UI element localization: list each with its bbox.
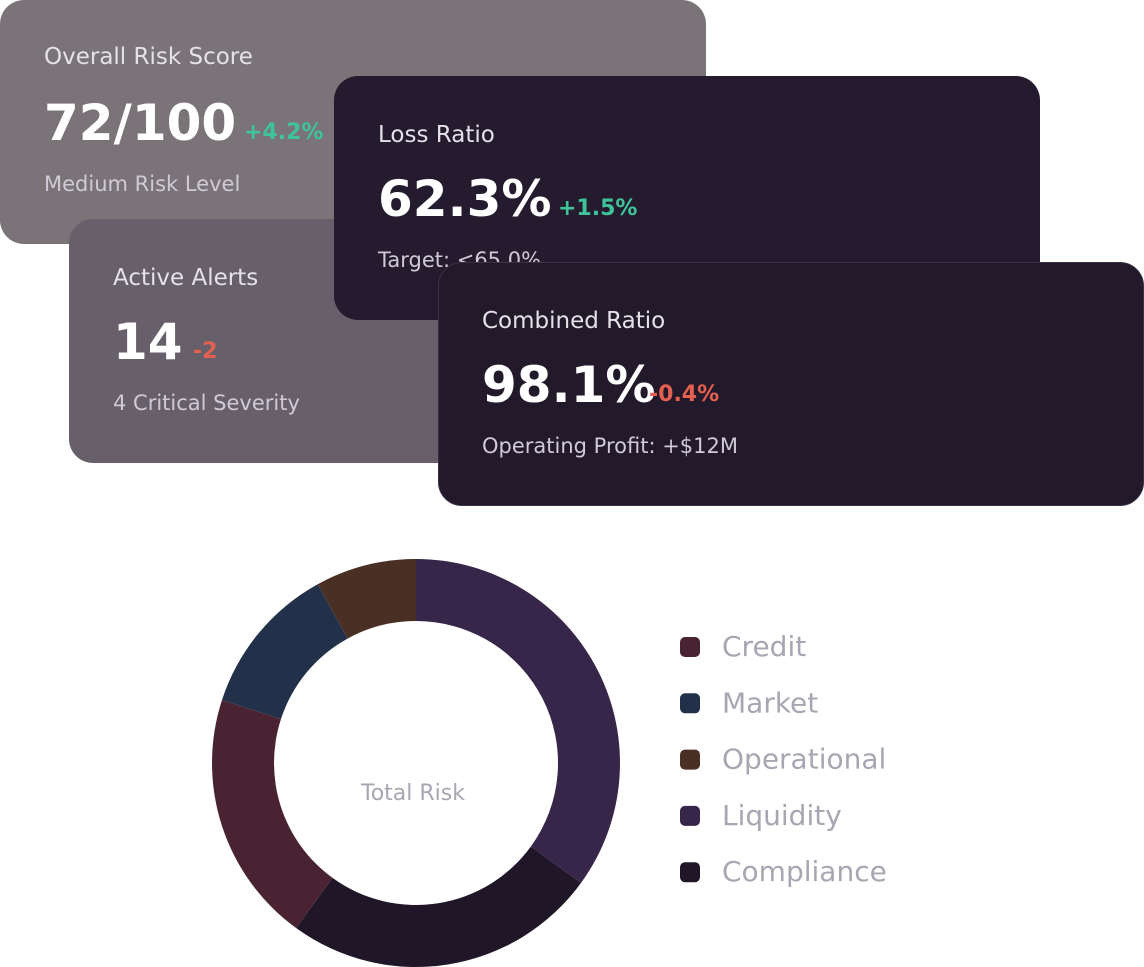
card-title: Loss Ratio: [378, 122, 495, 148]
legend-label: Operational: [722, 743, 886, 776]
donut-segment: [296, 846, 582, 967]
card-change: -2: [193, 339, 218, 364]
card-note: Medium Risk Level: [44, 172, 241, 196]
legend-swatch: [680, 805, 700, 826]
legend-swatch: [680, 693, 700, 714]
card-note: Operating Profit: +$12M: [482, 434, 738, 458]
legend-label: Compliance: [722, 855, 887, 888]
card-value: 14: [113, 313, 183, 371]
card-title: Active Alerts: [113, 265, 259, 291]
donut-segment: [416, 559, 621, 883]
combined-ratio-card: Combined Ratio 98.1% -0.4% Operating Pro…: [438, 262, 1144, 506]
donut-segment: [317, 559, 416, 639]
donut-segment: [211, 699, 333, 929]
center-label: Total Risk: [360, 781, 465, 806]
card-value: 72/100: [44, 94, 237, 152]
card-value: 62.3%: [378, 170, 552, 228]
legend-label: Liquidity: [722, 799, 842, 832]
card-change: +1.5%: [558, 196, 638, 221]
card-note: 4 Critical Severity: [113, 391, 300, 415]
card-change: -0.4%: [649, 382, 720, 407]
alerts-card: Active Alerts 14 -2 4 Critical Severity: [69, 219, 481, 463]
legend-swatch: [680, 637, 700, 657]
card-title: Overall Risk Score: [44, 44, 253, 70]
legend-label: Market: [722, 686, 818, 719]
legend-label: Credit: [722, 630, 806, 663]
legend-swatch: [680, 862, 700, 883]
card-title: Combined Ratio: [482, 308, 666, 334]
donut-segment: [221, 584, 348, 720]
card-change: +4.2%: [244, 120, 324, 145]
legend-swatch: [680, 749, 700, 770]
card-value: 98.1%: [482, 356, 656, 414]
